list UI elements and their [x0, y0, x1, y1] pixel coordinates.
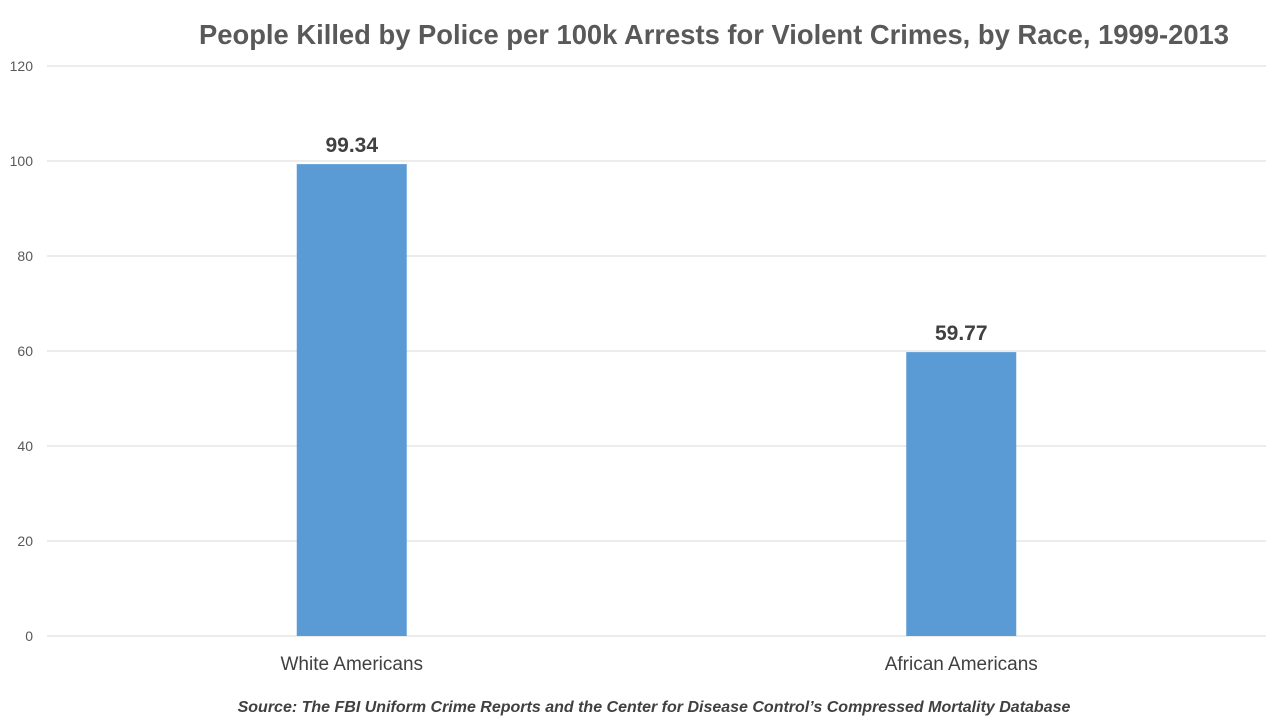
bars [296, 164, 1017, 636]
category-label-1: African Americans [885, 654, 1038, 675]
source-note: Source: The FBI Uniform Crime Reports an… [238, 699, 1071, 716]
y-tick-label: 80 [17, 248, 33, 264]
y-tick-label: 40 [17, 438, 33, 454]
bar-1 [906, 352, 1017, 636]
data-label-0: 99.34 [325, 134, 378, 157]
chart-title: People Killed by Police per 100k Arrests… [199, 19, 1229, 50]
y-tick-label: 100 [10, 153, 34, 169]
data-label-1: 59.77 [935, 322, 988, 345]
gridlines [47, 65, 1266, 637]
bar-0 [296, 164, 407, 636]
y-tick-label: 60 [17, 343, 33, 359]
y-tick-label: 120 [10, 58, 34, 74]
x-axis-categories: White Americans African Americans [280, 654, 1037, 675]
y-tick-label: 20 [17, 533, 33, 549]
category-label-0: White Americans [280, 654, 423, 675]
data-labels: 99.34 59.77 [325, 134, 987, 345]
y-tick-label: 0 [25, 628, 33, 644]
y-axis-ticks: 0 20 40 60 80 100 120 [10, 58, 34, 644]
